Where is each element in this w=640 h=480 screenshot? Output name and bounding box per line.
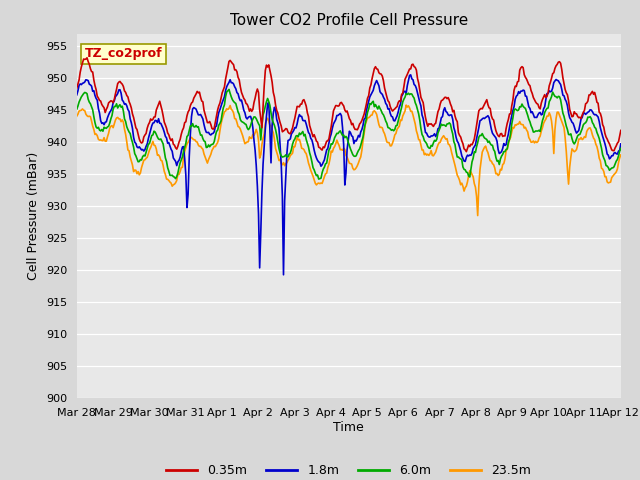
Legend: 0.35m, 1.8m, 6.0m, 23.5m: 0.35m, 1.8m, 6.0m, 23.5m (161, 459, 536, 480)
X-axis label: Time: Time (333, 421, 364, 434)
Text: TZ_co2prof: TZ_co2prof (85, 48, 163, 60)
Y-axis label: Cell Pressure (mBar): Cell Pressure (mBar) (28, 152, 40, 280)
Title: Tower CO2 Profile Cell Pressure: Tower CO2 Profile Cell Pressure (230, 13, 468, 28)
